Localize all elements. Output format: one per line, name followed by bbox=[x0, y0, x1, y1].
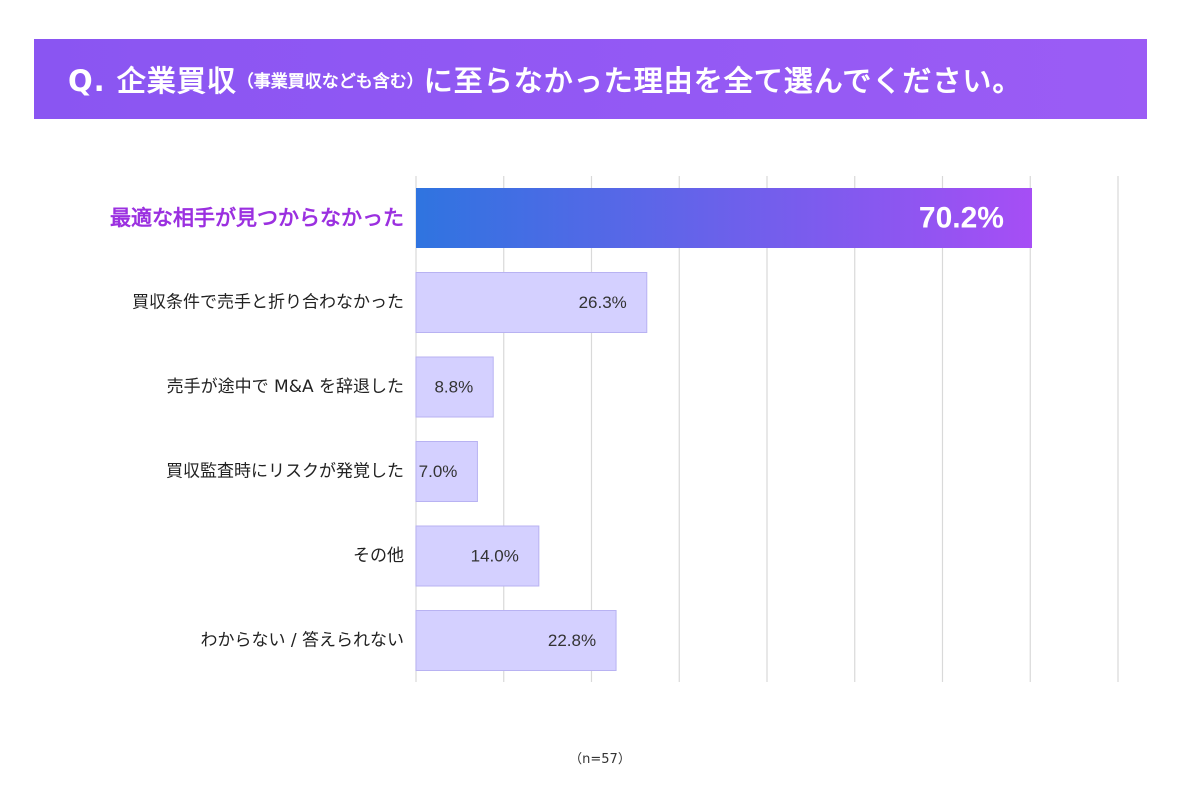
category-label-4: 買収監査時にリスクが発覚した bbox=[166, 462, 404, 482]
title-prefix: Q. 企業買収 bbox=[68, 64, 237, 98]
title-sub: （事業買収なども含む） bbox=[236, 71, 424, 92]
category-label-1: 最適な相手が見つからなかった bbox=[110, 206, 404, 230]
value-label-2: 26.3% bbox=[579, 293, 627, 312]
bar-1 bbox=[416, 188, 1033, 248]
bars bbox=[415, 188, 1033, 671]
category-label-2: 買収条件で売手と折り合わなかった bbox=[132, 293, 404, 313]
value-label-1: 70.2% bbox=[919, 202, 1004, 235]
bar-4 bbox=[415, 441, 478, 502]
bar-5 bbox=[415, 525, 540, 587]
category-label-5: その他 bbox=[353, 546, 404, 566]
value-label-5: 14.0% bbox=[471, 547, 519, 566]
gridlines bbox=[415, 176, 1119, 682]
bar-6 bbox=[415, 610, 617, 671]
value-label-4: 7.0% bbox=[419, 462, 458, 481]
title-suffix: に至らなかった理由を全て選んでください。 bbox=[423, 64, 1023, 98]
sample-size-note: （n=57） bbox=[569, 752, 631, 767]
value-labels: 70.2% 26.3% 8.8% 7.0% 14.0% 22.8% bbox=[419, 202, 1004, 651]
category-label-3: 売手が途中で M&A を辞退した bbox=[167, 377, 404, 397]
value-label-6: 22.8% bbox=[548, 631, 596, 650]
value-label-3: 8.8% bbox=[434, 378, 473, 397]
title-banner: Q. 企業買収 （事業買収なども含む） に至らなかった理由を全て選んでください。 bbox=[34, 39, 1147, 119]
category-label-6: わからない / 答えられない bbox=[200, 631, 404, 651]
bar-3 bbox=[415, 356, 494, 418]
bar-2 bbox=[415, 272, 648, 333]
